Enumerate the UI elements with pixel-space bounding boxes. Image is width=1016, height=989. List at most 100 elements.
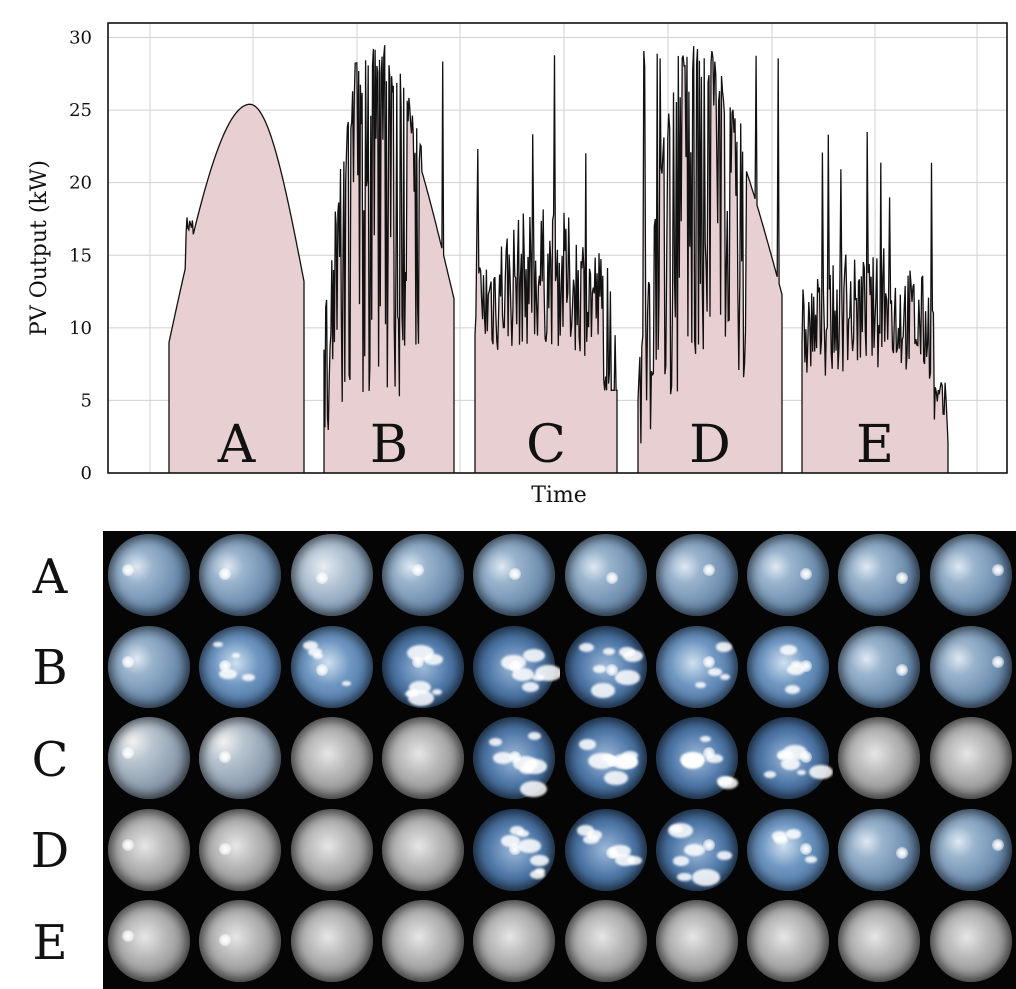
fisheye-sky xyxy=(564,808,647,891)
fisheye-sky xyxy=(290,534,373,616)
sky-image-C-3 xyxy=(286,714,377,806)
sky-image-C-7 xyxy=(651,714,742,806)
sun-glare xyxy=(991,564,1004,576)
cloud-patch xyxy=(622,650,643,663)
day-labels: A B C D E xyxy=(217,415,894,475)
sky-image-C-2 xyxy=(194,714,285,806)
fisheye-sky xyxy=(747,900,830,983)
sky-image-D-9 xyxy=(833,806,924,898)
sun-glare xyxy=(991,838,1004,851)
sky-image-C-8 xyxy=(742,714,833,806)
fisheye-sky xyxy=(747,808,830,891)
sky-images xyxy=(103,531,1016,989)
cloud-patch xyxy=(522,759,547,774)
fisheye-sky xyxy=(290,900,373,983)
fisheye-sky xyxy=(929,717,1012,800)
sky-image-A-4 xyxy=(377,531,468,623)
sun-glare xyxy=(218,934,231,947)
sun-glare xyxy=(218,842,231,855)
row-label-B: B xyxy=(32,640,68,697)
cloud-patch xyxy=(303,640,319,650)
sun-glare xyxy=(896,663,909,676)
fisheye-sky xyxy=(199,625,282,708)
sun-glare xyxy=(991,655,1004,668)
fisheye-sky xyxy=(838,808,921,891)
fisheye-sky xyxy=(290,625,373,708)
cloud-patch xyxy=(784,684,801,694)
pv-chart-svg: 0 5 10 15 20 25 30 A B C D E Time PV Output (kW) xyxy=(27,22,1008,508)
fisheye-sky xyxy=(564,900,647,983)
fisheye-sky xyxy=(199,717,282,800)
cloud-patch xyxy=(578,739,596,750)
y-tick-label: 15 xyxy=(69,245,92,266)
sky-image-B-10 xyxy=(925,623,1016,715)
sky-image-D-6 xyxy=(560,806,651,898)
series-line-A xyxy=(168,103,305,473)
sun-glare xyxy=(315,663,328,676)
cloud-patch xyxy=(717,851,732,860)
sky-image-B-4 xyxy=(377,623,468,715)
cloud-patch xyxy=(529,869,546,879)
cloud-patch xyxy=(519,780,547,798)
fisheye-sky xyxy=(838,534,921,616)
fisheye-sky xyxy=(199,900,282,983)
sky-image-D-7 xyxy=(651,806,742,898)
fisheye-sky xyxy=(929,808,1012,891)
y-tick-label: 5 xyxy=(81,390,92,411)
fisheye-sky xyxy=(564,625,647,708)
series-area-C xyxy=(475,55,617,473)
sun-glare xyxy=(218,659,231,672)
sun-glare xyxy=(122,655,134,668)
fisheye-sky xyxy=(381,900,464,983)
fisheye-sky xyxy=(564,717,647,800)
fisheye-sky xyxy=(381,625,464,708)
fisheye-sky xyxy=(929,900,1012,983)
sky-image-B-2 xyxy=(194,623,285,715)
row-label-E: E xyxy=(32,914,68,971)
cloud-patch xyxy=(691,869,720,886)
fisheye-sky xyxy=(381,717,464,800)
cloud-patch xyxy=(592,664,607,673)
y-tick-label: 10 xyxy=(69,318,92,339)
cloud-patch xyxy=(522,682,539,693)
cloud-patch xyxy=(615,670,640,685)
fisheye-sky xyxy=(108,625,190,708)
cloud-patch xyxy=(695,681,706,689)
sun-glare xyxy=(509,568,522,580)
cloud-patch xyxy=(708,667,723,677)
fisheye-sky xyxy=(108,717,190,800)
sky-image-D-3 xyxy=(286,806,377,898)
y-tick-labels: 0 5 10 15 20 25 30 xyxy=(69,28,92,484)
cloud-patch xyxy=(578,642,595,653)
sun-glare xyxy=(218,751,231,764)
fisheye-sky xyxy=(929,534,1012,616)
y-tick-label: 0 xyxy=(81,463,92,484)
sky-image-A-6 xyxy=(560,531,651,623)
sky-image-E-1 xyxy=(103,897,194,989)
cloud-patch xyxy=(719,674,730,681)
sun-glare xyxy=(702,564,715,576)
sky-image-B-6 xyxy=(560,623,651,715)
fisheye-sky xyxy=(108,808,190,891)
sky-image-D-10 xyxy=(925,806,1016,898)
sun-glare xyxy=(122,838,134,851)
row-label-D: D xyxy=(30,823,70,880)
sky-image-A-9 xyxy=(833,531,924,623)
fisheye-sky xyxy=(381,534,464,616)
sky-image-B-7 xyxy=(651,623,742,715)
series-area-D xyxy=(638,46,782,473)
day-label-C: C xyxy=(526,415,566,475)
cloud-patch xyxy=(213,641,223,648)
sun-glare xyxy=(509,659,522,672)
cloud-patch xyxy=(501,835,521,847)
cloud-patch xyxy=(523,649,545,663)
sky-image-D-1 xyxy=(103,806,194,898)
sky-image-E-8 xyxy=(742,897,833,989)
sun-glare xyxy=(412,655,425,668)
sky-image-E-7 xyxy=(651,897,742,989)
fisheye-sky xyxy=(747,717,833,800)
fisheye-sky xyxy=(473,534,556,616)
sky-image-A-10 xyxy=(925,531,1016,623)
sky-image-B-1 xyxy=(103,623,194,715)
series-line-B xyxy=(323,45,455,473)
